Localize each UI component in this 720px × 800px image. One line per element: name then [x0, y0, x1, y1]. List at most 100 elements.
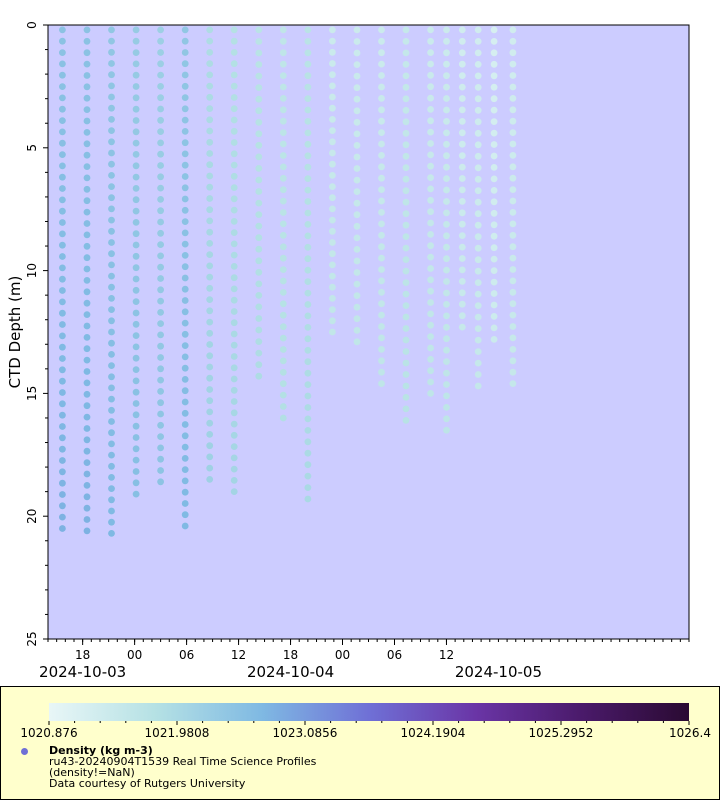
- data-point: [378, 231, 385, 239]
- data-point: [132, 343, 140, 351]
- data-point: [83, 459, 91, 466]
- data-point: [490, 152, 498, 160]
- colorbar-tick-label: 1026.4: [669, 726, 711, 740]
- data-point: [59, 139, 66, 147]
- data-point: [255, 107, 263, 115]
- data-point: [279, 26, 287, 34]
- data-point: [304, 472, 312, 480]
- data-point: [474, 118, 482, 126]
- data-point: [181, 252, 189, 259]
- data-point: [329, 172, 336, 179]
- data-point: [402, 106, 410, 114]
- data-point: [458, 198, 466, 205]
- data-point: [108, 205, 115, 213]
- data-point: [230, 488, 238, 495]
- data-point: [304, 266, 312, 274]
- data-point: [230, 353, 238, 360]
- data-point: [378, 26, 385, 34]
- data-point: [206, 329, 214, 337]
- data-point: [279, 186, 287, 194]
- data-point: [206, 116, 214, 124]
- data-point: [59, 411, 66, 419]
- data-point: [458, 289, 466, 297]
- data-point: [279, 60, 287, 68]
- data-point: [59, 241, 66, 249]
- data-point: [427, 287, 434, 295]
- data-point: [181, 218, 189, 226]
- data-point: [427, 37, 434, 45]
- data-point: [353, 303, 361, 311]
- data-point: [458, 140, 466, 148]
- data-point: [59, 457, 66, 464]
- data-point: [304, 209, 312, 217]
- data-point: [279, 220, 287, 228]
- data-point: [181, 26, 189, 34]
- data-point: [108, 451, 115, 459]
- data-point: [427, 49, 434, 56]
- data-point: [255, 292, 263, 299]
- data-point: [108, 26, 115, 34]
- data-point: [490, 60, 498, 68]
- data-point: [59, 49, 66, 56]
- data-point: [157, 26, 165, 34]
- data-point: [181, 387, 189, 395]
- data-point: [59, 230, 66, 238]
- data-point: [304, 484, 312, 491]
- data-point: [509, 26, 517, 34]
- data-point: [132, 286, 140, 294]
- data-point: [108, 172, 115, 179]
- data-point: [157, 455, 165, 463]
- data-point: [83, 37, 91, 45]
- data-point: [59, 502, 66, 510]
- data-point: [132, 354, 140, 362]
- data-point: [206, 127, 214, 135]
- x-date-label: 2024-10-04: [247, 663, 334, 681]
- data-point: [378, 197, 385, 205]
- colorbar-ticks: 1020.876 1021.9808 1023.0856 1024.1904 1025.…: [20, 721, 711, 740]
- data-point: [353, 49, 361, 57]
- data-point: [329, 250, 336, 258]
- data-point: [59, 491, 66, 498]
- data-point: [157, 478, 165, 486]
- data-point: [108, 216, 115, 224]
- data-point: [230, 296, 238, 304]
- data-point: [59, 207, 66, 215]
- data-point: [378, 346, 385, 353]
- data-point: [402, 95, 410, 103]
- data-point: [279, 37, 287, 45]
- data-point: [181, 353, 189, 361]
- data-point: [181, 511, 189, 519]
- data-point: [206, 37, 214, 45]
- data-point: [181, 161, 189, 169]
- data-point: [427, 390, 434, 397]
- data-point: [230, 150, 238, 158]
- data-point: [132, 37, 140, 45]
- data-point: [509, 140, 517, 148]
- data-point: [206, 408, 214, 416]
- profiles-layer: [59, 26, 517, 537]
- data-point: [353, 176, 361, 184]
- data-point: [402, 359, 410, 367]
- data-point: [353, 118, 361, 126]
- data-point: [83, 72, 91, 79]
- data-point: [255, 141, 263, 149]
- data-point: [474, 348, 482, 355]
- data-point: [443, 60, 450, 68]
- data-point: [402, 175, 410, 183]
- data-point: [402, 244, 410, 252]
- data-point: [443, 415, 450, 423]
- data-point: [279, 72, 287, 79]
- data-point: [59, 264, 66, 272]
- data-point: [279, 129, 287, 137]
- data-point: [304, 381, 312, 388]
- data-point: [108, 373, 115, 381]
- data-point: [108, 239, 115, 246]
- data-point: [132, 400, 140, 407]
- data-point: [427, 333, 434, 340]
- data-point: [329, 116, 336, 123]
- data-point: [132, 298, 140, 305]
- legend-constraint: (density!=NaN): [49, 766, 135, 779]
- data-point: [509, 37, 517, 45]
- data-point: [255, 130, 263, 138]
- data-point: [279, 311, 287, 319]
